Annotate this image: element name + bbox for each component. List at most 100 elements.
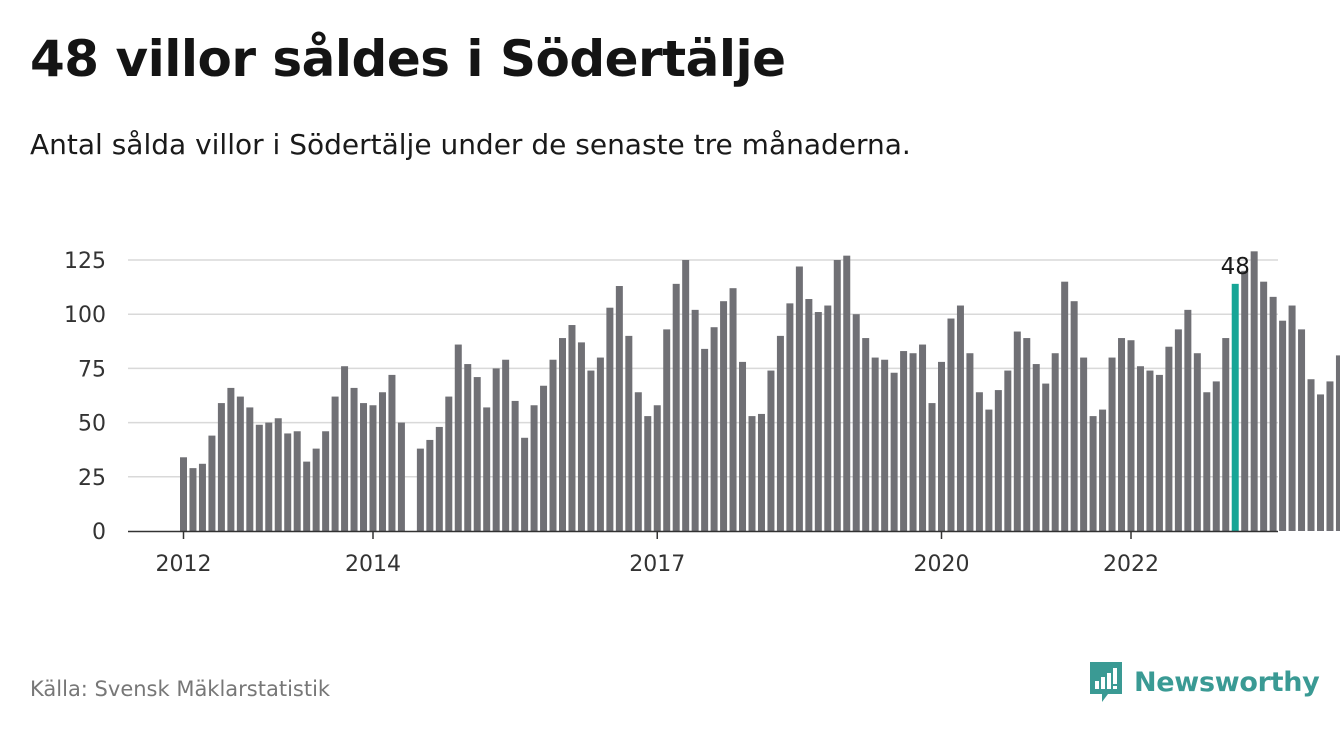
bar-91 <box>1042 383 1050 531</box>
bar-chart-speech-bubble-icon <box>1090 662 1122 702</box>
newsworthy-logo[interactable]: Newsworthy <box>1088 660 1320 704</box>
bar-8 <box>255 424 263 531</box>
bars <box>180 251 1340 531</box>
bar-30 <box>464 364 472 531</box>
bar-21 <box>378 392 386 531</box>
bar-120 <box>1317 394 1324 531</box>
bar-23 <box>397 422 405 531</box>
bar-0 <box>180 457 187 531</box>
bar-26 <box>426 439 434 531</box>
bar-16 <box>331 396 339 531</box>
bar-72 <box>862 338 870 531</box>
bar-54 <box>691 309 699 531</box>
x-tick-label-2022: 2022 <box>1103 552 1159 577</box>
highlight-bar <box>1231 283 1239 531</box>
bar-121 <box>1326 381 1334 531</box>
bar-32 <box>483 407 491 531</box>
bar-55 <box>701 348 709 531</box>
bar-18 <box>350 387 358 531</box>
bar-104 <box>1165 346 1173 531</box>
bar-83 <box>966 353 974 531</box>
bar-50 <box>653 405 661 531</box>
y-tick-label-25: 25 <box>78 466 106 491</box>
bar-7 <box>246 407 254 531</box>
bar-27 <box>435 426 443 531</box>
bar-37 <box>530 405 538 531</box>
bar-1 <box>189 468 197 531</box>
bar-45 <box>606 307 614 531</box>
bar-106 <box>1184 309 1192 531</box>
bar-66 <box>805 299 813 531</box>
bar-51 <box>663 329 671 531</box>
bar-59 <box>739 361 747 531</box>
bar-80 <box>938 361 945 531</box>
y-axis-ticks: 0 25 50 75 100 125 <box>64 249 106 545</box>
bar-88 <box>1013 331 1021 531</box>
bar-61 <box>757 413 765 531</box>
bar-9 <box>265 422 273 531</box>
bar-48 <box>634 392 642 531</box>
bar-36 <box>521 437 529 531</box>
bar-89 <box>1023 338 1031 531</box>
bar-33 <box>492 368 500 531</box>
bar-74 <box>881 359 889 531</box>
bar-46 <box>615 286 623 531</box>
chart-subtitle: Antal sålda villor i Södertälje under de… <box>30 128 911 161</box>
bar-113 <box>1250 251 1258 531</box>
bar-68 <box>824 305 832 531</box>
bar-76 <box>900 351 908 531</box>
bar-101 <box>1136 366 1144 531</box>
bar-114 <box>1260 281 1268 531</box>
bar-35 <box>511 400 519 531</box>
bar-115 <box>1269 296 1277 531</box>
bar-81 <box>947 318 955 531</box>
bar-96 <box>1089 416 1097 531</box>
bar-chart: 0 25 50 75 100 125 2012 2014 2017 2020 2022 48 <box>64 249 1340 577</box>
bar-75 <box>890 372 898 531</box>
bar-119 <box>1307 379 1315 531</box>
bar-93 <box>1061 281 1069 531</box>
source-note: Källa: Svensk Mäklarstatistik <box>30 677 331 701</box>
bar-94 <box>1070 301 1078 531</box>
bar-4 <box>217 403 225 531</box>
bar-92 <box>1051 353 1059 531</box>
bar-38 <box>540 385 548 531</box>
bar-41 <box>568 325 576 531</box>
bar-15 <box>322 431 330 531</box>
bar-100 <box>1127 340 1135 531</box>
bar-14 <box>312 448 320 531</box>
bar-34 <box>502 359 510 531</box>
bar-118 <box>1298 329 1306 531</box>
bar-87 <box>1004 370 1012 531</box>
bar-39 <box>549 359 557 531</box>
x-tick-label-2020: 2020 <box>914 552 970 577</box>
bar-12 <box>293 431 301 531</box>
bar-22 <box>388 374 396 531</box>
bar-28 <box>445 396 453 531</box>
chart-title: 48 villor såldes i Södertälje <box>30 30 786 88</box>
bar-19 <box>360 403 368 531</box>
bar-62 <box>767 370 775 531</box>
x-axis-ticks: 2012 2014 2017 2020 2022 <box>156 531 1159 577</box>
bar-108 <box>1203 392 1211 531</box>
bar-3 <box>208 435 216 531</box>
bar-77 <box>909 353 917 531</box>
bar-82 <box>956 305 964 531</box>
bar-53 <box>682 260 690 531</box>
bar-99 <box>1118 338 1126 531</box>
bar-57 <box>720 301 728 531</box>
y-tick-label-0: 0 <box>92 520 106 545</box>
bar-97 <box>1099 409 1107 531</box>
bar-103 <box>1155 374 1163 531</box>
bar-78 <box>919 344 927 531</box>
bar-95 <box>1080 357 1088 531</box>
bar-29 <box>454 344 462 531</box>
bar-58 <box>729 288 737 531</box>
bar-109 <box>1212 381 1220 531</box>
bar-47 <box>625 335 633 531</box>
bar-107 <box>1193 353 1201 531</box>
bar-44 <box>596 357 604 531</box>
highlight-data-label: 48 <box>1221 254 1250 280</box>
bar-70 <box>843 255 851 531</box>
bar-102 <box>1146 370 1154 531</box>
